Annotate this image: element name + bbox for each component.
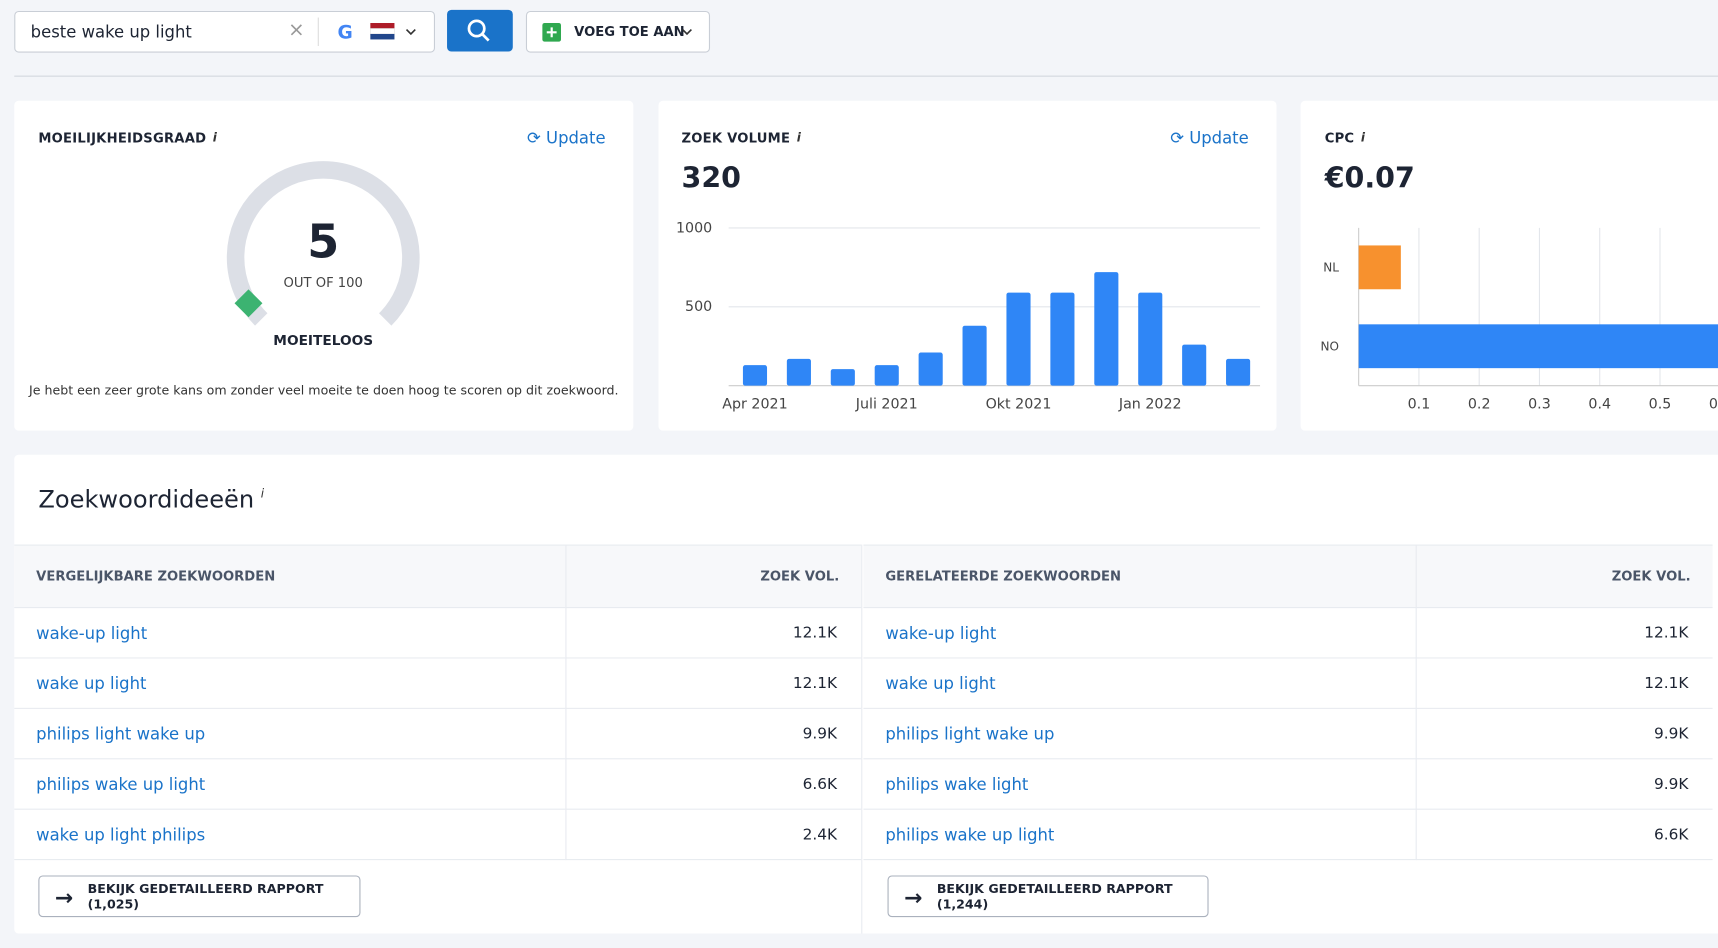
volume-cell: 12.1K bbox=[1415, 659, 1713, 709]
arrow-icon[interactable]: → bbox=[54, 884, 74, 911]
keyword-link[interactable]: wake up light bbox=[14, 659, 566, 709]
volume-total: 320 bbox=[681, 162, 742, 196]
col-line bbox=[1415, 544, 1417, 861]
cpc-value: €0.07 bbox=[1324, 162, 1415, 196]
keyword-link[interactable]: wake up light bbox=[863, 659, 1416, 709]
engine-country[interactable]: G bbox=[337, 21, 419, 43]
volume-card bbox=[658, 100, 1277, 431]
info-icon[interactable]: i bbox=[1360, 130, 1366, 145]
card-title: ZOEK VOLUME i bbox=[682, 130, 802, 145]
keyword-link[interactable]: philips wake light bbox=[863, 759, 1416, 810]
report-button[interactable]: BEKIJK GEDETAILLEERD RAPPORT (1,025) → bbox=[38, 875, 361, 918]
level: MOEITELOOS bbox=[273, 331, 374, 349]
divider bbox=[317, 17, 319, 47]
volume-cell: 2.4K bbox=[565, 810, 862, 861]
section-title: Zoekwoordideeën i bbox=[38, 486, 264, 513]
keyword-link[interactable]: philips wake up light bbox=[14, 759, 566, 810]
col-line bbox=[565, 544, 567, 861]
volume-cell: 12.1K bbox=[1415, 608, 1713, 659]
update-text[interactable]: Update bbox=[546, 128, 606, 148]
keyword-link[interactable]: philips light wake up bbox=[863, 709, 1416, 760]
column-header: ZOEK VOL. bbox=[1415, 544, 1713, 609]
info-icon[interactable]: i bbox=[212, 130, 218, 145]
score: 5 bbox=[307, 214, 340, 269]
volume-cell: 6.6K bbox=[1415, 810, 1713, 861]
card-title: CPC i bbox=[1325, 130, 1366, 145]
keyword-link[interactable]: wake up light philips bbox=[14, 810, 566, 861]
volume-cell: 12.1K bbox=[565, 608, 862, 659]
update-link[interactable]: ⟳ Update bbox=[527, 128, 606, 148]
keyword-link[interactable]: philips light wake up bbox=[14, 709, 566, 760]
table-bg bbox=[14, 544, 862, 609]
description: Je hebt een zeer grote kans om zonder ve… bbox=[28, 382, 619, 398]
update-link[interactable]: ⟳ Update bbox=[1170, 128, 1249, 148]
ideas-card bbox=[14, 454, 1718, 934]
search-box[interactable] bbox=[14, 10, 435, 53]
report-button[interactable]: BEKIJK GEDETAILLEERD RAPPORT (1,244) → bbox=[887, 875, 1209, 918]
volume-cell: 6.6K bbox=[565, 759, 862, 810]
title-text: CPC bbox=[1324, 130, 1355, 146]
title-text: Zoekwoordideeën bbox=[38, 486, 255, 514]
table-bg bbox=[863, 544, 1713, 609]
title-text: ZOEK VOLUME bbox=[681, 130, 791, 146]
keyword-link[interactable]: wake-up light bbox=[14, 608, 566, 659]
svg-text:G: G bbox=[337, 22, 352, 42]
cpc-card bbox=[1300, 100, 1718, 431]
clear-icon[interactable]: × bbox=[288, 18, 305, 42]
update-text[interactable]: Update bbox=[1189, 128, 1249, 148]
score-label: OUT OF 100 bbox=[283, 275, 363, 291]
info-icon[interactable]: i bbox=[796, 130, 802, 145]
column-header: VERGELIJKBARE ZOEKWOORDEN bbox=[14, 544, 566, 609]
volume-cell: 9.9K bbox=[565, 709, 862, 760]
search-query[interactable]: beste wake up light bbox=[30, 21, 192, 42]
card-title: MOEILIJKHEIDSGRAAD i bbox=[38, 130, 217, 145]
col-line bbox=[861, 544, 863, 934]
column-header: GERELATEERDE ZOEKWOORDEN bbox=[863, 544, 1416, 609]
search-button[interactable] bbox=[447, 9, 513, 52]
volume-cell: 12.1K bbox=[565, 659, 862, 709]
column-header: ZOEK VOL. bbox=[565, 544, 862, 609]
volume-cell: 9.9K bbox=[1415, 709, 1713, 760]
title-text: MOEILIJKHEIDSGRAAD bbox=[38, 130, 207, 146]
separator bbox=[14, 75, 1718, 77]
volume-cell: 9.9K bbox=[1415, 759, 1713, 810]
add-label[interactable]: VOEG TOE AAN bbox=[574, 24, 685, 40]
arrow-icon[interactable]: → bbox=[903, 884, 923, 911]
keyword-link[interactable]: philips wake up light bbox=[863, 810, 1416, 861]
keyword-link[interactable]: wake-up light bbox=[863, 608, 1416, 659]
add-button[interactable]: VOEG TOE AAN bbox=[525, 10, 711, 53]
info-icon[interactable]: i bbox=[260, 486, 265, 501]
